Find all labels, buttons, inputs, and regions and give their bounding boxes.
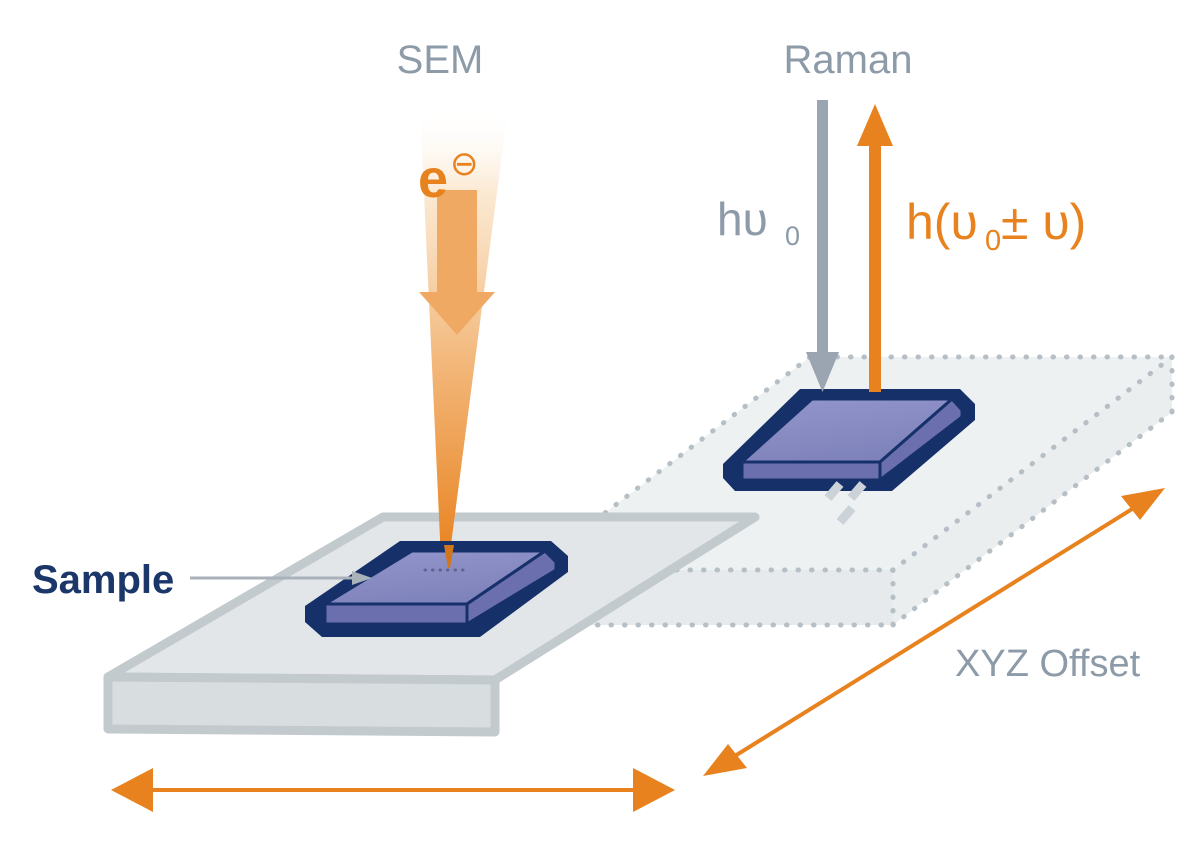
scattered-photon-label: h(υ 0 ± υ) bbox=[906, 194, 1086, 257]
scattered-photon-label-head: h(υ bbox=[906, 194, 978, 250]
scattered-light-arrow-up bbox=[857, 104, 893, 392]
sem-electron-beam-cone bbox=[419, 108, 508, 560]
ghost-stage-dotted-outline bbox=[527, 354, 1175, 628]
sem-label: SEM bbox=[397, 38, 484, 82]
x-offset-double-arrow bbox=[111, 768, 675, 812]
electron-label-e: e bbox=[418, 149, 448, 209]
electron-label: e ⊖ bbox=[418, 145, 479, 209]
raman-label: Raman bbox=[784, 38, 913, 82]
electron-label-charge: ⊖ bbox=[450, 145, 479, 183]
sample-chip-at-sem bbox=[305, 541, 568, 637]
chip-right-face bbox=[465, 549, 558, 626]
sample-chip-at-raman bbox=[723, 389, 975, 491]
incident-photon-label-main: hυ bbox=[717, 193, 768, 245]
ghost-stage-right-face bbox=[893, 357, 1172, 625]
xyz-offset-double-arrow bbox=[703, 488, 1165, 776]
chip-front-face bbox=[323, 602, 469, 626]
beam-impact-tip bbox=[444, 545, 454, 568]
ghost-chip-right-face bbox=[878, 397, 964, 482]
electron-beam-arrow bbox=[419, 190, 495, 335]
xyz-offset-label: XYZ Offset bbox=[955, 643, 1141, 685]
ghost-chip-front-face bbox=[740, 460, 882, 482]
sample-leader-arrow bbox=[190, 571, 372, 585]
sample-label: Sample bbox=[32, 558, 174, 602]
stage-front-face bbox=[103, 672, 500, 737]
incident-photon-label: hυ 0 bbox=[717, 193, 800, 251]
ghost-chip-drop-dashes bbox=[824, 481, 867, 525]
scattered-photon-label-tail: ± υ) bbox=[1001, 194, 1086, 250]
incident-laser-arrow-down bbox=[806, 100, 839, 392]
incident-photon-label-sub: 0 bbox=[785, 221, 800, 251]
scattered-photon-label-sub: 0 bbox=[985, 225, 1001, 257]
